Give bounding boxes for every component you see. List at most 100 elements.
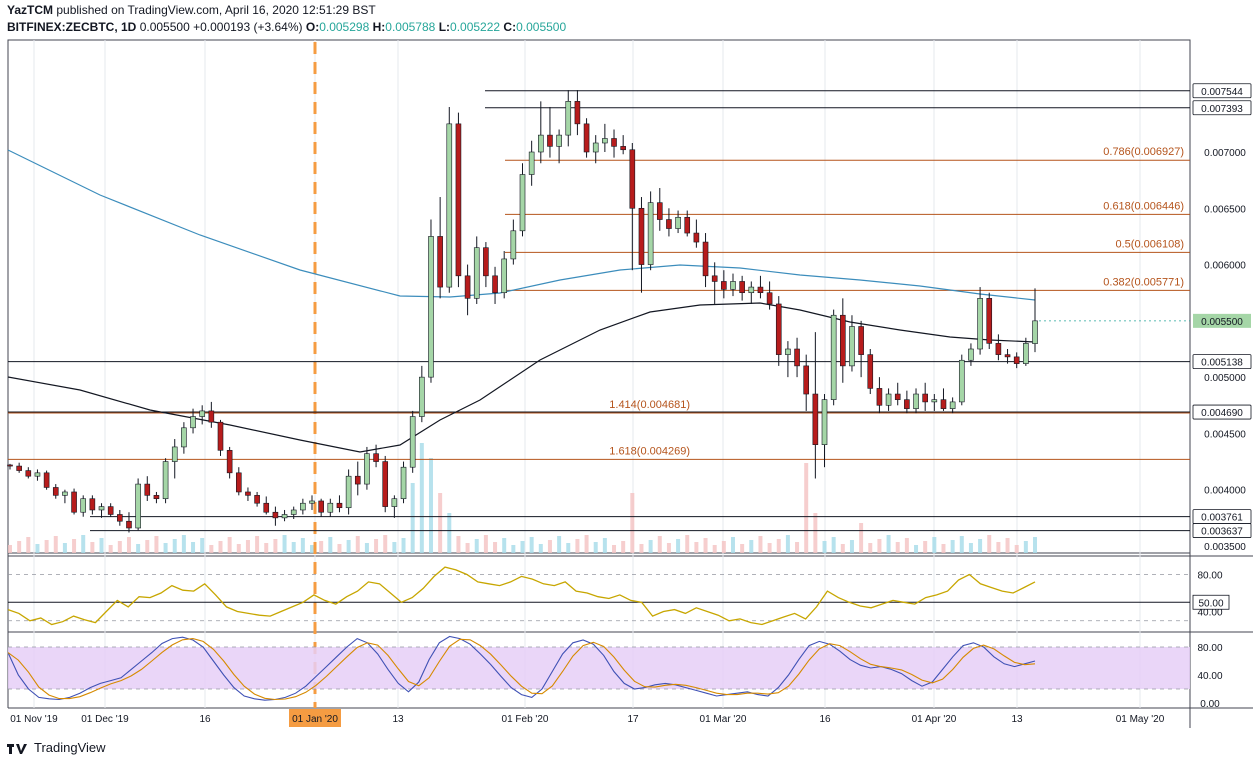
volume-bar — [538, 544, 543, 553]
time-axis-tick-label: 13 — [1011, 714, 1023, 725]
current-price-tag-label: 0.005500 — [1201, 317, 1243, 328]
candle-body — [1013, 356, 1020, 364]
candle-body — [446, 123, 453, 288]
candle-body — [254, 495, 260, 504]
candle-body — [766, 292, 773, 305]
candle-body — [775, 303, 782, 355]
candle-body — [153, 495, 160, 500]
volume-bar — [465, 543, 470, 553]
time-axis-tick-label: 13 — [392, 714, 404, 725]
price-pane-frame — [7, 39, 1191, 554]
price-axis-tick-label: 0.003500 — [1204, 542, 1246, 553]
candle-body — [181, 427, 187, 448]
candle-body — [318, 500, 324, 513]
volume-bar — [419, 443, 424, 553]
open-value: 0.005298 — [319, 20, 370, 34]
candle-body — [126, 520, 132, 529]
volume-bar — [154, 536, 159, 553]
candle-body — [711, 275, 718, 282]
volume-bar — [511, 545, 516, 553]
volume-bar — [566, 543, 571, 553]
candle-body — [1032, 320, 1038, 344]
volume-bar — [99, 538, 104, 553]
candle-body — [492, 275, 498, 294]
published-text: published on TradingView.com, April 16, … — [56, 3, 376, 17]
volume-bar — [978, 539, 983, 553]
candle-body — [940, 399, 947, 409]
time-axis-tick-label: 01 Apr '20 — [912, 714, 957, 725]
time-axis-highlight — [289, 709, 341, 727]
volume-bar — [895, 542, 900, 553]
tradingview-logo-icon — [7, 743, 27, 754]
low-value: 0.005222 — [450, 20, 501, 34]
volume-bar — [630, 493, 635, 553]
volume-bar — [255, 536, 260, 553]
candle-body — [812, 393, 819, 445]
candle-body — [354, 475, 361, 485]
rsi-line — [7, 566, 1036, 626]
price-axis-tick-label: 0.004500 — [1204, 429, 1246, 440]
volume-bar — [483, 535, 488, 553]
volume-bar — [776, 539, 781, 553]
volume-bar — [383, 535, 388, 553]
candle-body — [666, 219, 672, 229]
volume-bar — [300, 538, 305, 553]
candle-body — [693, 232, 700, 243]
price-axis-tick-label: 0.005000 — [1204, 373, 1246, 384]
candle-body — [785, 348, 791, 355]
volume-bar — [90, 542, 95, 553]
time-axis-tick-label: 17 — [627, 714, 639, 725]
ma200-line — [7, 149, 1036, 301]
volume-bar — [456, 536, 461, 553]
volume-bar — [529, 537, 534, 553]
volume-bar — [840, 544, 845, 553]
volume-bar — [712, 545, 717, 553]
volume-bar — [236, 544, 241, 553]
volume-bar — [17, 541, 22, 553]
high-value: 0.005788 — [385, 20, 436, 34]
volume-bar — [53, 536, 58, 553]
volume-bar — [749, 540, 754, 553]
volume-bar — [273, 539, 278, 553]
volume-bar — [703, 538, 708, 553]
price-axis-tag-label: 0.003637 — [1201, 527, 1243, 538]
volume-bar — [26, 537, 31, 553]
stoch-band — [8, 647, 1190, 689]
volume-bar — [1005, 538, 1010, 553]
candle-body — [995, 343, 1002, 355]
candle-body — [400, 466, 407, 500]
volume-bar — [502, 538, 507, 553]
candle-body — [263, 502, 270, 513]
ma100-line — [7, 302, 1036, 453]
candle-body — [373, 453, 379, 462]
candle-body — [885, 393, 892, 406]
volume-bar — [291, 542, 296, 553]
volume-bar — [941, 544, 946, 553]
volume-bar — [346, 540, 351, 553]
volume-bar — [996, 542, 1001, 553]
close-value: 0.005500 — [516, 20, 567, 34]
close-label: C: — [503, 20, 517, 34]
volume-bar — [447, 513, 452, 553]
volume-bar — [126, 537, 131, 553]
candle-body — [162, 461, 169, 500]
volume-bar — [657, 536, 662, 553]
volume-bar — [474, 539, 479, 553]
candle-body — [876, 388, 883, 406]
volume-bar — [392, 542, 397, 553]
volume-bar — [364, 543, 369, 553]
candle-body — [43, 472, 50, 488]
publisher-name[interactable]: YazTCM — [7, 3, 54, 17]
volume-bar — [310, 545, 315, 553]
candle-body — [290, 509, 297, 515]
candle-body — [538, 134, 544, 153]
candle-body — [849, 326, 855, 367]
candle-body — [501, 258, 507, 294]
time-axis-tick-label: 01 Feb '20 — [502, 714, 549, 725]
volume-bar — [950, 540, 955, 553]
candle-body — [1004, 354, 1011, 358]
candle-body — [977, 298, 983, 350]
volume-bar — [694, 542, 699, 553]
tradingview-footer[interactable]: TradingView — [6, 740, 106, 755]
